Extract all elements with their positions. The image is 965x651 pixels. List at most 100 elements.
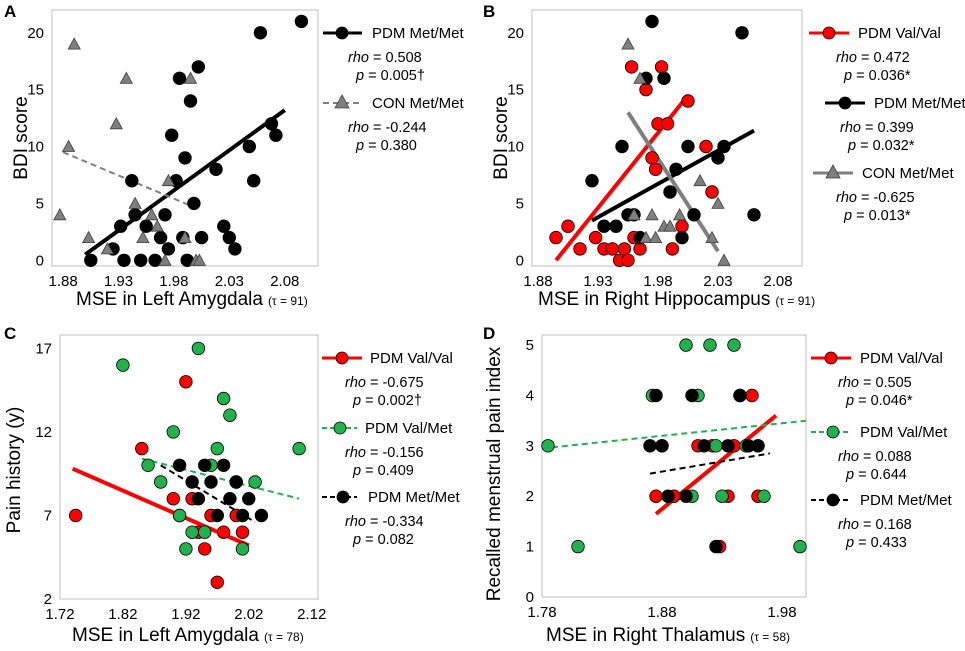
data-point-pdm-met-met — [733, 388, 747, 403]
data-point-con-met-met — [183, 71, 198, 84]
legend-rho: rho = 0.505 — [838, 375, 912, 391]
data-point-con-met-met — [717, 253, 731, 266]
x-tick-label: 1.93 — [583, 273, 612, 290]
y-tick-label: 5 — [516, 195, 524, 212]
panel-b: B 1.88 1.93 1.98 2.03 2.08 0 5 10 15 20 MSE in R… — [483, 2, 965, 310]
data-point-pdm-met-met — [139, 219, 153, 233]
x-tick-label: 1.88 — [48, 273, 77, 290]
legend-rho: rho = 0.508 — [348, 50, 422, 66]
data-point-pdm-val-val — [617, 242, 632, 256]
data-point-pdm-val-met — [715, 489, 729, 503]
y-tick-label: 0 — [516, 252, 524, 269]
data-point-pdm-met-met — [687, 208, 701, 222]
panel-c-legend-entry-pdm-val-met: PDM Val/Met rho = -0.156 p = 0.409 — [322, 420, 453, 479]
data-point-con-met-met — [693, 173, 707, 187]
panel-c-legend-entry-pdm-met-met: PDM Met/Met rho = -0.334 p = 0.082 — [322, 489, 461, 548]
panel-a-y-ticks: 0 5 10 15 20 — [27, 25, 44, 269]
data-point-pdm-val-met — [223, 408, 237, 422]
data-point-pdm-met-met — [222, 230, 237, 245]
data-point-pdm-met-met — [172, 71, 187, 86]
data-point-pdm-met-met — [711, 151, 725, 165]
panel-b-points — [549, 14, 761, 267]
data-point-pdm-met-met — [254, 508, 269, 523]
panel-c-plot-area — [59, 334, 319, 600]
data-point-pdm-met-met — [209, 162, 223, 177]
data-point-pdm-met-met — [113, 219, 128, 233]
y-tick-label: 0 — [526, 589, 534, 606]
legend-p-value: p = 0.082 — [352, 532, 414, 548]
data-point-con-met-met — [639, 230, 653, 244]
data-point-pdm-met-met — [709, 539, 723, 554]
x-tick-label: 2.03 — [215, 273, 244, 290]
legend-rho: rho = -0.625 — [836, 190, 915, 206]
data-point-pdm-met-met — [735, 26, 749, 40]
panel-d-legend: PDM Val/Val rho = 0.505 p = 0.046* PDM Val… — [811, 350, 953, 551]
data-point-con-met-met — [150, 219, 164, 232]
data-point-pdm-met-met — [294, 14, 309, 29]
x-tick-label: 1.98 — [159, 273, 188, 290]
data-point-con-met-met — [100, 242, 115, 255]
data-point-pdm-met-met — [216, 458, 231, 473]
data-point-pdm-val-met — [679, 338, 693, 352]
data-point-pdm-met-met — [645, 14, 659, 29]
data-point-pdm-val-val — [166, 492, 181, 506]
panel-c-x-axis-label: MSE in Left Amygdala (τ = 78) — [72, 625, 304, 646]
legend-p-value: p = 0.013* — [843, 208, 911, 224]
legend-rho: rho = -0.675 — [345, 375, 424, 391]
data-point-pdm-met-met — [197, 458, 212, 473]
legend-marker-swatch — [826, 425, 840, 439]
legend-series-name: PDM Val/Val — [860, 350, 943, 367]
legend-marker-swatch — [838, 96, 852, 110]
data-point-pdm-met-met — [615, 139, 629, 154]
data-point-pdm-met-met — [657, 71, 671, 86]
legend-rho: rho = -0.244 — [348, 120, 427, 136]
panel-c-y-ticks: 2 7 12 17 — [35, 340, 52, 608]
y-tick-label: 2 — [44, 591, 52, 608]
data-point-pdm-met-met — [191, 492, 206, 506]
data-point-pdm-val-val — [681, 94, 695, 108]
panel-c-y-axis-label: Pain history (y) — [4, 407, 25, 534]
data-point-con-met-met — [663, 219, 677, 232]
data-point-pdm-val-met — [185, 525, 199, 539]
data-point-pdm-met-met — [133, 253, 148, 267]
data-point-con-met-met — [161, 173, 176, 187]
data-point-pdm-val-val — [699, 139, 713, 154]
legend-marker-swatch — [824, 351, 838, 365]
legend-p-value: p = 0.036* — [843, 68, 911, 84]
data-point-pdm-val-val — [745, 388, 759, 403]
data-point-pdm-val-val — [135, 441, 149, 456]
x-tick-label: 1.92 — [171, 606, 200, 623]
panel-c-x-ticks: 1.72 1.82 1.92 2.02 2.12 — [45, 606, 326, 623]
legend-rho: rho = 0.088 — [838, 449, 912, 465]
data-point-pdm-met-met — [185, 475, 199, 489]
legend-p-value: p = 0.433 — [845, 535, 907, 551]
panel-c-legend-entry-pdm-val-val: PDM Val/Val rho = -0.675 p = 0.002† — [322, 350, 453, 409]
data-point-pdm-met-met — [697, 439, 711, 453]
data-point-pdm-met-met — [242, 492, 256, 506]
panel-a-points — [53, 14, 309, 267]
y-tick-label: 3 — [526, 438, 534, 455]
data-point-pdm-met-met — [661, 489, 675, 503]
fit-line-con-met-met — [626, 111, 720, 253]
y-tick-label: 5 — [36, 195, 44, 212]
y-tick-label: 15 — [27, 82, 44, 99]
data-point-pdm-met-met — [217, 219, 231, 233]
data-point-pdm-val-val — [561, 219, 575, 233]
data-point-con-met-met — [109, 116, 123, 130]
data-point-pdm-met-met — [117, 253, 131, 267]
data-point-pdm-met-met — [597, 219, 611, 233]
panel-a-legend-entry-con-met-met: CON Met/Met rho = -0.244 p = 0.380 — [323, 94, 465, 154]
data-point-pdm-met-met — [158, 208, 172, 222]
data-point-pdm-val-met — [191, 341, 206, 356]
legend-p-value: p = 0.644 — [845, 467, 907, 483]
legend-p-value: p = 0.002† — [352, 393, 422, 409]
data-point-con-met-met — [711, 196, 725, 209]
data-point-pdm-val-met — [166, 425, 181, 439]
data-point-pdm-val-val — [633, 242, 647, 256]
legend-series-name: PDM Met/Met — [372, 25, 465, 42]
y-tick-label: 7 — [44, 508, 52, 525]
panel-d-letter: D — [483, 324, 495, 343]
legend-marker-swatch — [826, 493, 840, 507]
data-point-pdm-met-met — [649, 388, 663, 403]
data-point-pdm-val-val — [645, 151, 659, 165]
